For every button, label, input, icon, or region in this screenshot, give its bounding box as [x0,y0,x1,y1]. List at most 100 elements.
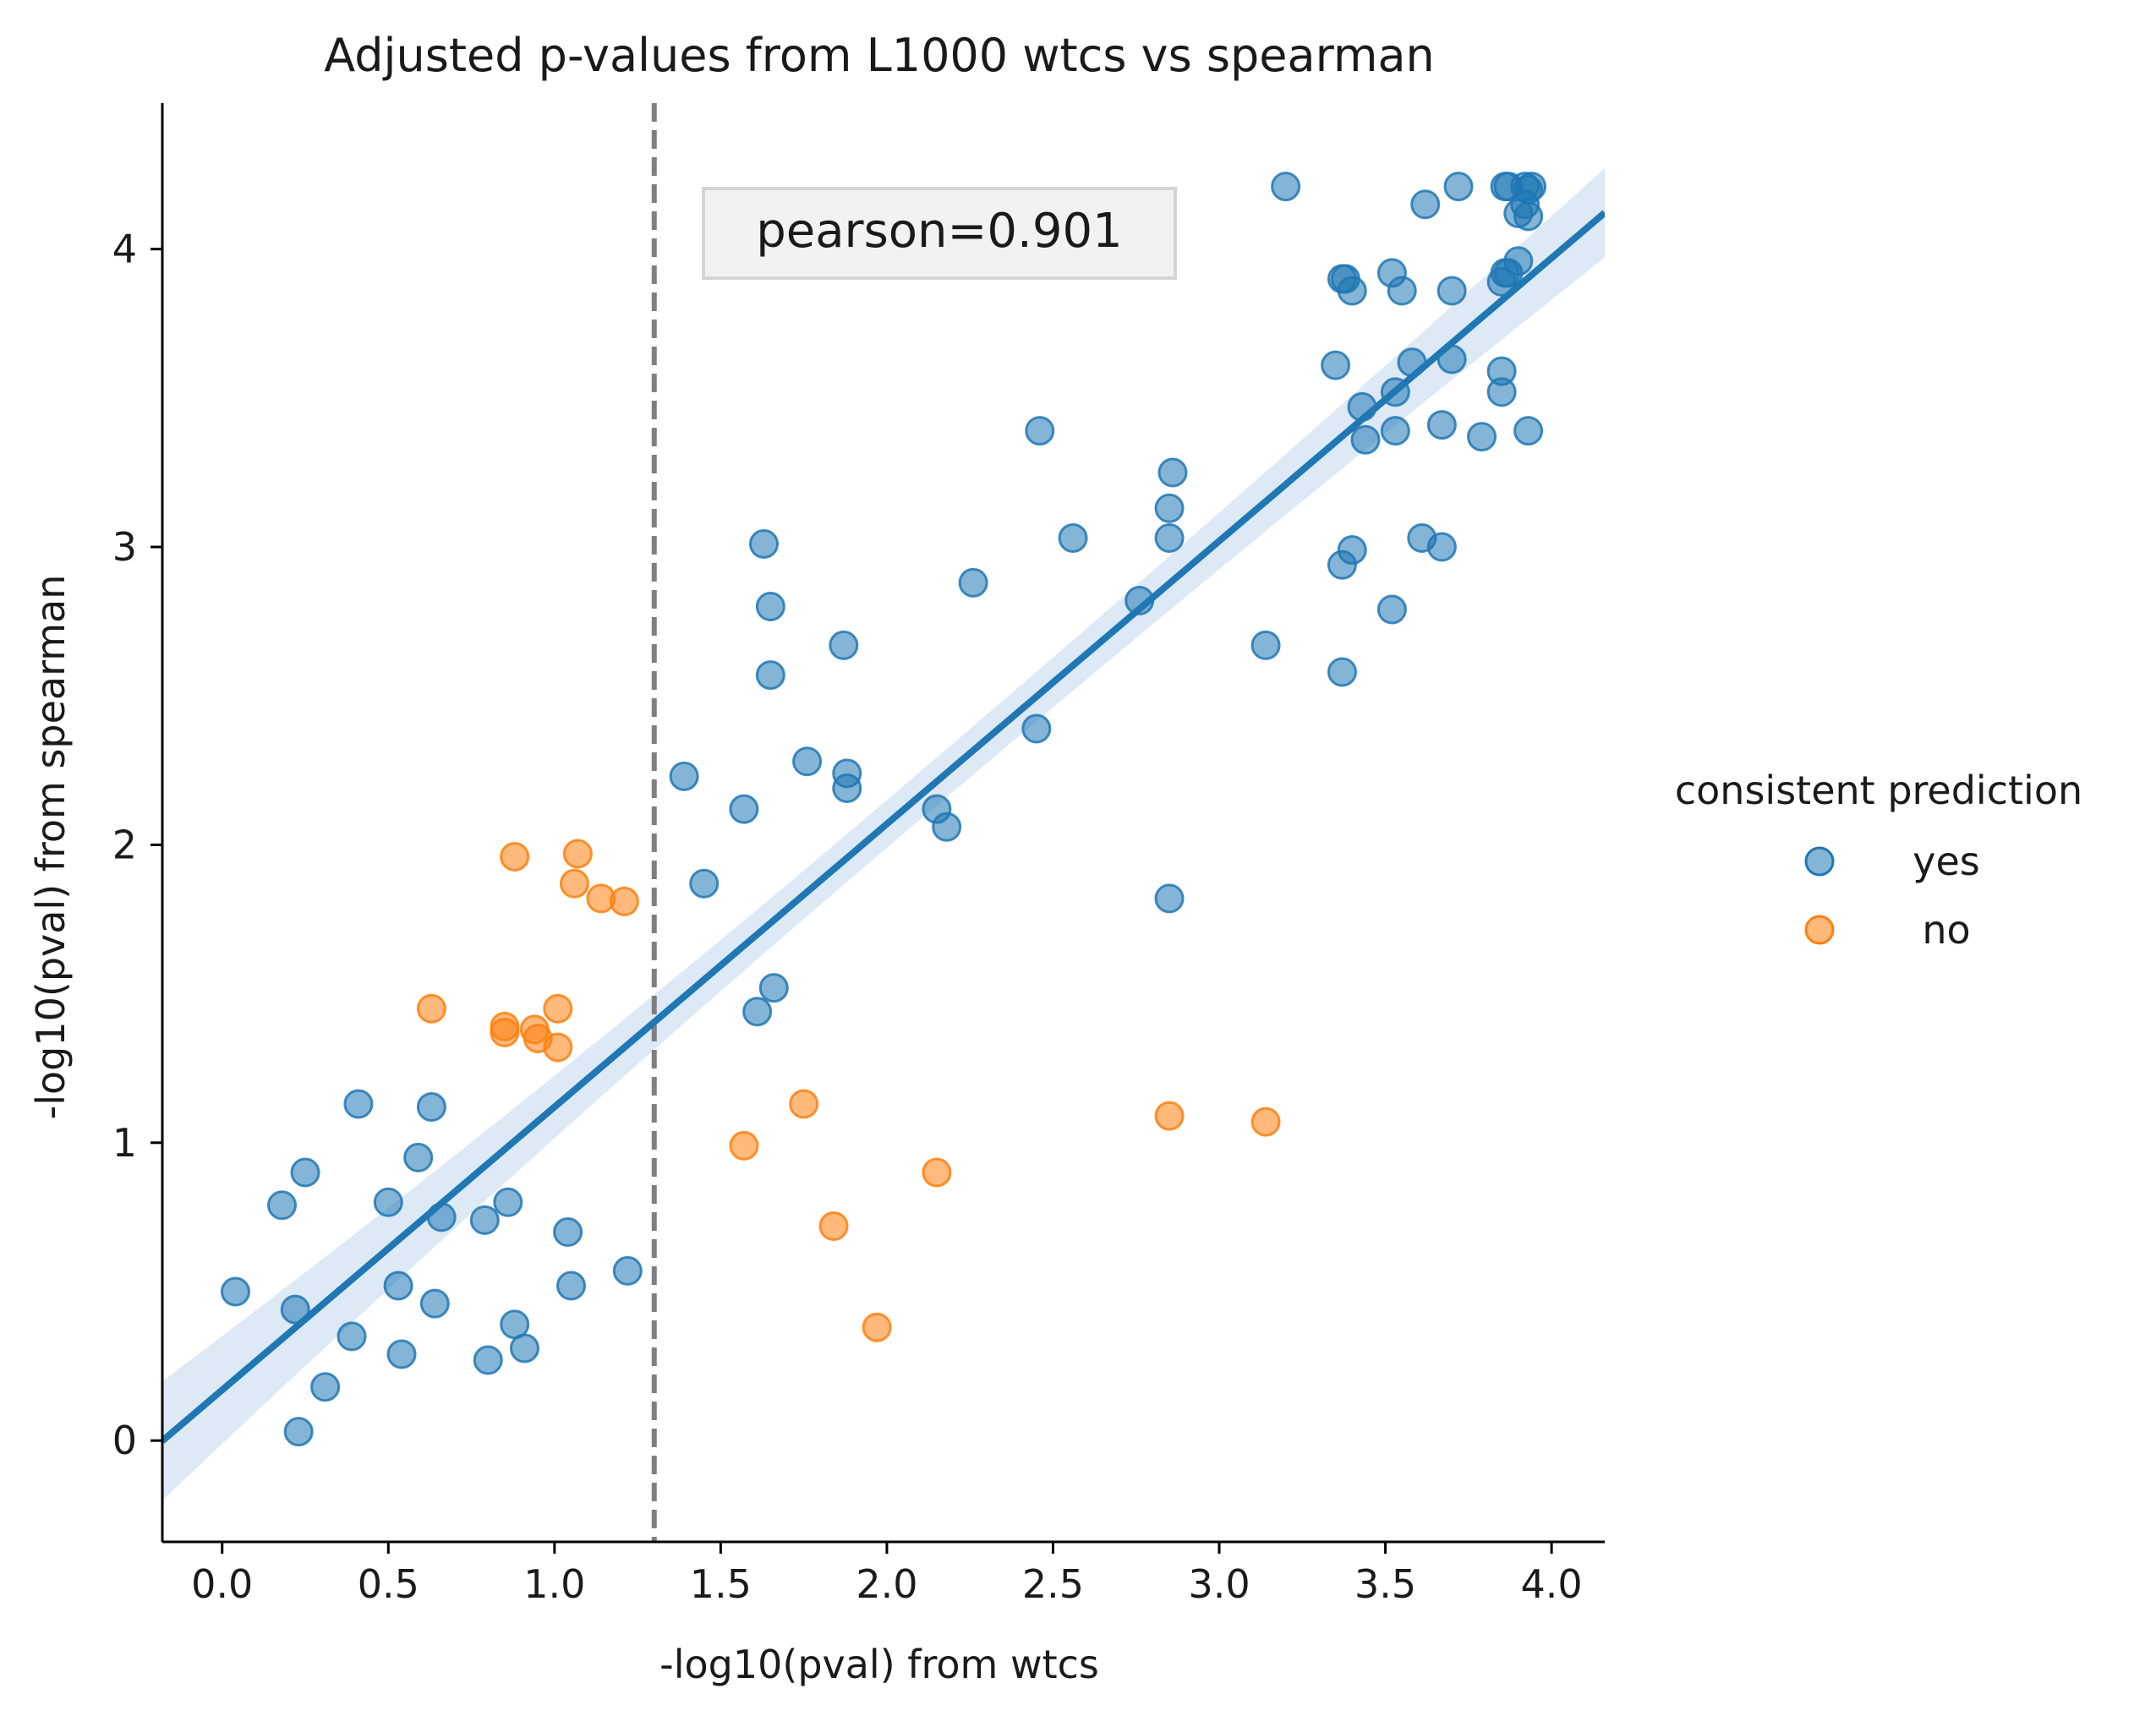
data-point-no-12 [729,1130,759,1161]
data-point-no-16 [922,1157,952,1188]
data-point-yes-27 [748,529,779,560]
x-tick-label-4: 2.0 [856,1561,917,1607]
data-point-yes-24 [689,868,720,899]
data-point-yes-65 [1426,532,1457,562]
data-point-yes-11 [403,1142,434,1172]
data-point-yes-83 [1513,201,1544,232]
data-point-yes-9 [383,1271,413,1301]
confidence-band-layer [162,167,1605,1501]
data-point-yes-7 [343,1089,374,1119]
data-point-yes-69 [1443,172,1474,202]
data-point-yes-13 [419,1288,450,1319]
x-tick-label-8: 4.0 [1521,1561,1583,1607]
axes-layer [161,103,1605,1544]
data-point-yes-44 [1154,493,1185,523]
data-point-yes-37 [958,567,988,598]
data-point-yes-5 [310,1372,341,1402]
data-point-no-9 [562,839,593,869]
x-tick-label-1: 0.5 [358,1561,419,1607]
data-point-no-18 [1250,1107,1281,1137]
data-point-yes-12 [416,1092,446,1123]
data-point-yes-32 [829,630,859,660]
data-point-yes-48 [1321,350,1351,380]
legend-title: consistent prediction [1675,768,2082,813]
data-point-yes-36 [932,812,962,842]
data-point-no-0 [416,993,446,1024]
data-point-yes-16 [473,1345,503,1375]
data-point-yes-82 [1513,416,1544,446]
data-point-yes-34 [832,773,862,803]
y-tick-label-1: 1 [112,1120,137,1166]
data-point-yes-2 [280,1294,310,1325]
data-point-yes-6 [337,1321,367,1352]
data-point-yes-70 [1467,422,1497,452]
data-points-layer [220,172,1547,1447]
data-point-no-15 [862,1312,892,1342]
ticks-layer: 0.0 0.5 1.0 1.5 2.0 2.5 3.0 3.5 4.0 0 1 2 3 4 [112,227,1583,1607]
data-point-no-2 [490,1017,520,1047]
annotation-box: pearson=0.901 [702,187,1177,280]
data-point-yes-54 [1337,276,1367,306]
data-point-yes-29 [755,592,785,622]
data-point-yes-10 [386,1339,417,1369]
data-point-yes-3 [283,1417,314,1447]
data-point-yes-42 [1154,883,1185,914]
data-point-yes-59 [1380,416,1410,446]
data-point-yes-25 [729,794,759,824]
data-point-yes-1 [267,1190,298,1221]
data-point-yes-47 [1271,172,1301,202]
data-point-yes-51 [1327,657,1357,687]
data-point-no-6 [543,1032,573,1063]
data-point-yes-17 [493,1187,523,1217]
data-point-yes-66 [1426,410,1457,440]
data-point-yes-39 [1025,416,1055,446]
data-point-no-3 [500,842,530,872]
data-point-no-17 [1154,1101,1185,1131]
data-point-yes-67 [1436,276,1467,306]
confidence-band [162,167,1605,1501]
data-point-yes-21 [555,1271,586,1301]
data-point-yes-57 [1376,594,1407,625]
data-point-yes-30 [758,973,789,1003]
data-point-yes-61 [1387,276,1417,306]
y-tick-label-0: 0 [112,1418,137,1463]
legend-marker-yes [1804,846,1835,877]
data-point-no-7 [543,993,573,1024]
data-point-yes-40 [1058,522,1088,553]
data-point-yes-28 [755,660,785,691]
data-point-no-13 [789,1089,819,1119]
annotation-text: pearson=0.901 [756,204,1123,259]
data-point-yes-85 [1517,172,1547,202]
data-point-yes-8 [373,1187,403,1217]
data-point-yes-15 [469,1205,500,1235]
legend-item-no: no [1804,907,1971,953]
data-point-no-8 [559,868,589,899]
data-point-yes-26 [742,997,773,1027]
x-axis-label: -log10(pval) from wtcs [659,1642,1099,1687]
data-point-yes-19 [509,1333,539,1364]
legend-marker-no [1804,915,1835,945]
legend-label-yes: yes [1912,839,1980,884]
x-tick-label-5: 2.5 [1022,1561,1084,1607]
data-point-yes-20 [553,1217,583,1248]
chart-title: Adjusted p-values from L1000 wtcs vs spe… [324,29,1435,82]
y-tick-label-4: 4 [112,227,137,272]
annotation-box-background [702,187,1177,280]
data-point-no-14 [818,1210,849,1241]
y-tick-label-3: 3 [112,524,137,570]
data-point-yes-56 [1350,424,1381,455]
data-point-yes-64 [1410,189,1441,220]
x-tick-label-7: 3.5 [1354,1561,1416,1607]
data-point-yes-22 [612,1255,643,1286]
y-axis-label: -log10(pval) from spearman [28,575,74,1120]
data-point-yes-43 [1154,522,1185,553]
data-point-yes-31 [792,746,823,777]
data-point-yes-38 [1021,713,1052,744]
data-point-yes-72 [1486,377,1517,407]
data-point-yes-53 [1337,535,1367,566]
legend-item-yes: yes [1804,839,1980,884]
regression-line [162,210,1605,1444]
data-point-no-11 [609,886,639,916]
